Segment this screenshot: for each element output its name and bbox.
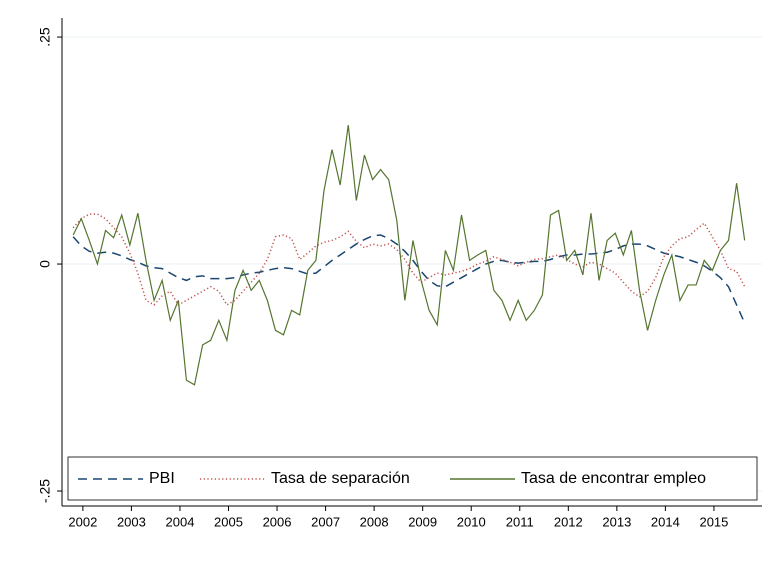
series-line bbox=[72, 125, 746, 386]
x-tick-label: 2013 bbox=[602, 514, 631, 529]
y-tick-label: -.25 bbox=[37, 479, 53, 503]
x-tick-label: 2007 bbox=[311, 514, 340, 529]
x-tick-label: 2011 bbox=[506, 514, 534, 529]
x-tick-label: 2004 bbox=[166, 514, 195, 529]
x-tick-label: 2012 bbox=[554, 514, 583, 529]
legend-label: Tasa de encontrar empleo bbox=[521, 470, 706, 487]
legend-label: Tasa de separación bbox=[271, 470, 410, 487]
series-line bbox=[72, 213, 746, 306]
x-tick-label: 2009 bbox=[408, 514, 437, 529]
y-tick-label: .25 bbox=[37, 27, 53, 47]
y-tick-label: 0 bbox=[37, 260, 53, 268]
x-tick-label: 2008 bbox=[360, 514, 389, 529]
x-tick-label: 2014 bbox=[651, 514, 680, 529]
x-tick-label: 2005 bbox=[214, 514, 243, 529]
x-tick-label: 2002 bbox=[68, 514, 97, 529]
legend-box bbox=[67, 456, 758, 501]
legend-label: PBI bbox=[149, 470, 175, 487]
x-tick-label: 2003 bbox=[117, 514, 146, 529]
x-tick-label: 2006 bbox=[263, 514, 292, 529]
x-tick-label: 2010 bbox=[457, 514, 486, 529]
legend: PBI Tasa de separación Tasa de encontrar e… bbox=[67, 456, 758, 501]
x-tick-label: 2015 bbox=[699, 514, 728, 529]
